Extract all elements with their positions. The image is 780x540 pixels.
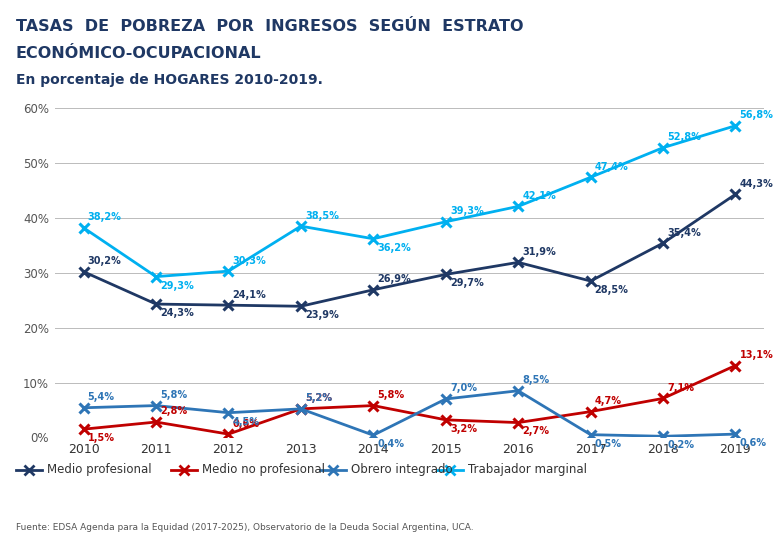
Text: Obrero integrado: Obrero integrado — [351, 463, 452, 476]
Text: 38,2%: 38,2% — [87, 212, 122, 222]
Text: 5,2%: 5,2% — [305, 393, 332, 403]
Text: 56,8%: 56,8% — [739, 110, 774, 120]
Text: 24,1%: 24,1% — [232, 289, 266, 300]
Text: 29,7%: 29,7% — [450, 278, 484, 288]
Text: 36,2%: 36,2% — [378, 242, 411, 253]
Text: Medio no profesional: Medio no profesional — [201, 463, 324, 476]
Text: 5,2%: 5,2% — [305, 393, 332, 403]
Text: 42,1%: 42,1% — [523, 191, 556, 201]
Text: 35,4%: 35,4% — [667, 227, 701, 238]
Text: 26,9%: 26,9% — [378, 274, 411, 284]
Text: 8,5%: 8,5% — [523, 375, 549, 385]
Text: 38,5%: 38,5% — [305, 211, 339, 221]
Text: 30,3%: 30,3% — [232, 255, 266, 266]
Text: 5,8%: 5,8% — [160, 390, 187, 400]
Text: En porcentaje de HOGARES 2010-2019.: En porcentaje de HOGARES 2010-2019. — [16, 73, 322, 87]
Text: 7,0%: 7,0% — [450, 383, 477, 394]
Text: 1,5%: 1,5% — [87, 433, 115, 443]
Text: 3,2%: 3,2% — [450, 424, 477, 434]
Text: 30,2%: 30,2% — [87, 256, 122, 266]
Text: 47,4%: 47,4% — [594, 162, 629, 172]
Text: 28,5%: 28,5% — [594, 285, 629, 295]
Text: Fuente: EDSA Agenda para la Equidad (2017-2025), Observatorio de la Deuda Social: Fuente: EDSA Agenda para la Equidad (201… — [16, 523, 473, 532]
Text: ECONÓMICO-OCUPACIONAL: ECONÓMICO-OCUPACIONAL — [16, 46, 261, 61]
Text: 24,3%: 24,3% — [160, 308, 194, 318]
Text: 5,8%: 5,8% — [378, 390, 405, 400]
Text: 5,4%: 5,4% — [87, 392, 115, 402]
Text: 0,6%: 0,6% — [232, 418, 260, 429]
Text: Medio profesional: Medio profesional — [47, 463, 151, 476]
Text: 29,3%: 29,3% — [160, 280, 194, 291]
Text: Trabajador marginal: Trabajador marginal — [468, 463, 587, 476]
Text: 23,9%: 23,9% — [305, 310, 339, 320]
Text: 44,3%: 44,3% — [739, 179, 773, 189]
Text: 2,8%: 2,8% — [160, 407, 187, 416]
Text: 4,7%: 4,7% — [594, 396, 622, 406]
Text: 52,8%: 52,8% — [667, 132, 701, 142]
Text: 0,6%: 0,6% — [739, 438, 767, 448]
Text: 0,5%: 0,5% — [594, 438, 622, 449]
Text: 0,4%: 0,4% — [378, 439, 405, 449]
Text: 13,1%: 13,1% — [739, 350, 773, 360]
Text: 2,7%: 2,7% — [523, 427, 549, 436]
Text: 39,3%: 39,3% — [450, 206, 484, 216]
Text: TASAS  DE  POBREZA  POR  INGRESOS  SEGÚN  ESTRATO: TASAS DE POBREZA POR INGRESOS SEGÚN ESTR… — [16, 19, 523, 34]
Text: 4,5%: 4,5% — [232, 416, 260, 427]
Text: 7,1%: 7,1% — [667, 383, 694, 393]
Text: 31,9%: 31,9% — [523, 247, 556, 257]
Text: 0,2%: 0,2% — [667, 440, 694, 450]
